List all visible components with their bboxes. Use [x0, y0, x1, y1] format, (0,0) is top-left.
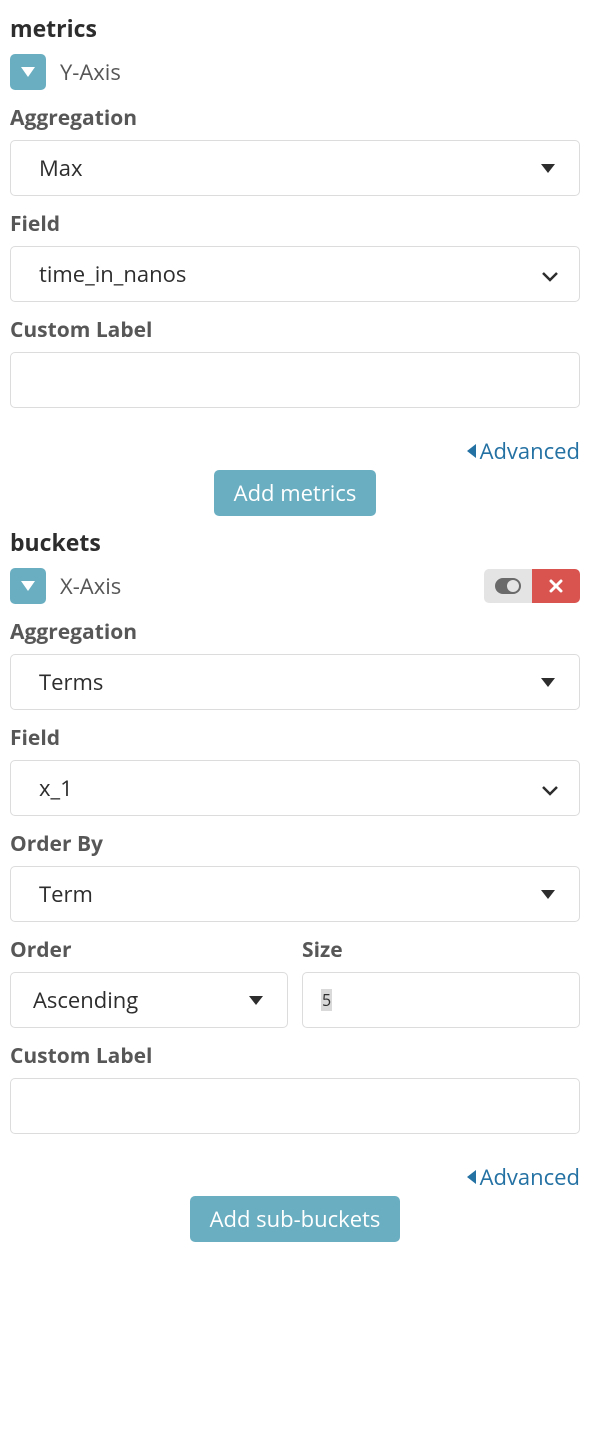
metrics-customlabel-input[interactable] [39, 353, 559, 407]
metrics-aggregation-label: Aggregation [10, 104, 580, 132]
buckets-customlabel-input-wrap [10, 1078, 580, 1134]
chevron-down-icon [21, 67, 35, 77]
bucket-remove-button[interactable] [532, 569, 580, 603]
metrics-field-label: Field [10, 210, 580, 238]
bucket-enable-toggle[interactable] [484, 569, 532, 603]
buckets-order-label: Order [10, 936, 288, 964]
caret-left-icon [467, 1170, 476, 1184]
metrics-title: metrics [10, 12, 580, 44]
buckets-field-select[interactable]: x_1 [10, 760, 580, 816]
buckets-order-select[interactable]: Ascending [10, 972, 288, 1028]
buckets-aggregation-value: Terms [39, 667, 541, 697]
buckets-aggregation-select[interactable]: Terms [10, 654, 580, 710]
metrics-yaxis-header: Y-Axis [10, 54, 580, 90]
buckets-size-value: 5 [321, 989, 332, 1011]
metrics-customlabel-label: Custom Label [10, 316, 580, 344]
yaxis-label: Y-Axis [60, 57, 121, 87]
buckets-customlabel-input[interactable] [39, 1079, 559, 1133]
buckets-collapse-button[interactable] [10, 568, 46, 604]
metrics-advanced-text: Advanced [480, 436, 580, 466]
buckets-xaxis-header: X-Axis [10, 568, 580, 604]
chevron-down-icon [21, 581, 35, 591]
buckets-orderby-label: Order By [10, 830, 580, 858]
buckets-customlabel-label: Custom Label [10, 1042, 580, 1070]
metrics-aggregation-value: Max [39, 153, 541, 183]
toggle-knob-icon [495, 578, 521, 594]
add-metrics-button[interactable]: Add metrics [214, 470, 377, 516]
buckets-size-input-wrap[interactable]: 5 [302, 972, 580, 1028]
caret-left-icon [467, 444, 476, 458]
metrics-field-select[interactable]: time_in_nanos [10, 246, 580, 302]
buckets-field-value: x_1 [39, 773, 541, 803]
dropdown-caret-icon [541, 164, 555, 173]
dropdown-caret-icon [541, 678, 555, 687]
metrics-collapse-button[interactable] [10, 54, 46, 90]
metrics-customlabel-input-wrap [10, 352, 580, 408]
add-subbuckets-button[interactable]: Add sub-buckets [190, 1196, 401, 1242]
close-icon [549, 579, 563, 593]
dropdown-caret-icon [541, 773, 559, 803]
xaxis-label: X-Axis [60, 571, 121, 601]
buckets-orderby-value: Term [39, 879, 541, 909]
buckets-advanced-text: Advanced [480, 1162, 580, 1192]
buckets-order-value: Ascending [33, 985, 249, 1015]
buckets-orderby-select[interactable]: Term [10, 866, 580, 922]
buckets-title: buckets [10, 526, 580, 558]
buckets-advanced-link[interactable]: Advanced [467, 1162, 580, 1192]
dropdown-caret-icon [541, 259, 559, 289]
dropdown-caret-icon [541, 890, 555, 899]
metrics-aggregation-select[interactable]: Max [10, 140, 580, 196]
buckets-field-label: Field [10, 724, 580, 752]
metrics-field-value: time_in_nanos [39, 259, 541, 289]
buckets-aggregation-label: Aggregation [10, 618, 580, 646]
buckets-size-label: Size [302, 936, 580, 964]
metrics-advanced-link[interactable]: Advanced [467, 436, 580, 466]
dropdown-caret-icon [249, 996, 263, 1005]
